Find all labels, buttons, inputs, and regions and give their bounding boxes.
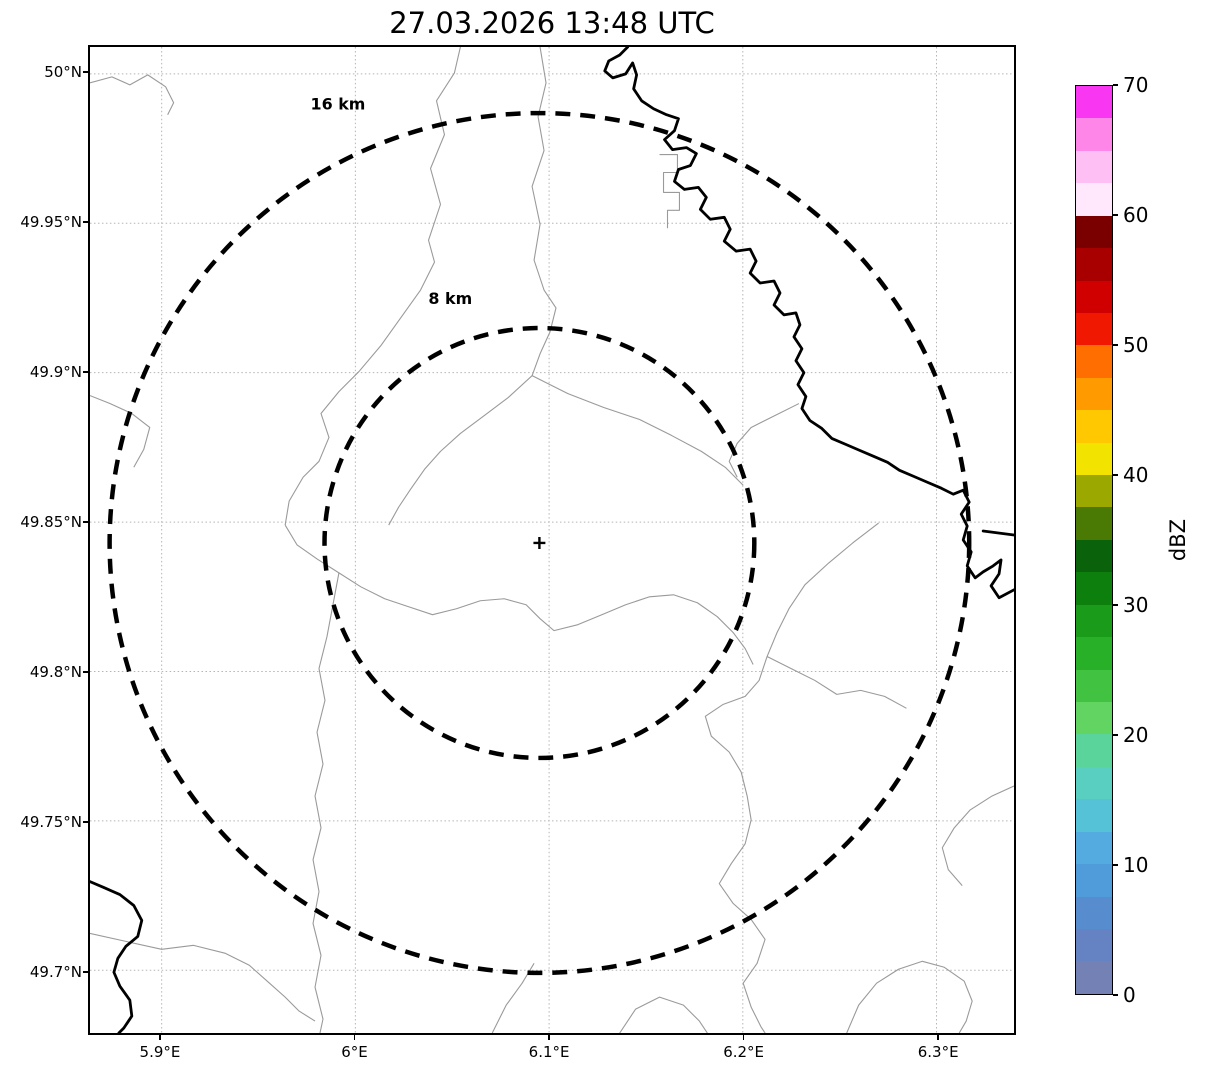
colorbar-segment (1076, 864, 1112, 897)
colorbar-segment (1076, 345, 1112, 378)
river-path (90, 880, 144, 1033)
y-tick-label: 49.95°N (20, 213, 82, 231)
x-tick-mark (353, 1035, 356, 1040)
colorbar-tick-label: 50 (1123, 333, 1149, 357)
colorbar-segment (1076, 248, 1112, 281)
colorbar-axis-label: dBZ (1166, 518, 1190, 562)
radar-center-marker (533, 537, 546, 549)
range-ring-8km (322, 325, 757, 761)
y-tick-label: 49.75°N (20, 813, 82, 831)
colorbar-segment (1076, 475, 1112, 508)
border-path (284, 47, 461, 526)
y-tick-mark (83, 521, 88, 523)
x-tick-label: 5.9°E (139, 1043, 181, 1061)
border-path (766, 656, 907, 709)
colorbar-tick-label: 40 (1123, 463, 1149, 487)
border-path (846, 960, 973, 1033)
ring-label: 16 km (311, 95, 366, 114)
colorbar-tick-mark (1113, 344, 1118, 346)
colorbar-segment (1076, 604, 1112, 638)
y-tick-label: 50°N (44, 63, 82, 81)
y-tick-mark (83, 971, 88, 973)
x-tick-mark (742, 1035, 745, 1040)
colorbar-tick-mark (1113, 474, 1118, 476)
colorbar-tick-mark (1113, 84, 1118, 86)
colorbar-segment (1076, 150, 1112, 184)
ring-label: 8 km (428, 289, 472, 308)
y-tick-mark (83, 821, 88, 823)
colorbar-segment (1076, 928, 1112, 962)
river-path (981, 529, 1014, 537)
colorbar-gradient (1076, 86, 1112, 994)
colorbar-segment (1076, 118, 1112, 151)
colorbar-segment (1076, 572, 1112, 605)
x-tick-label: 6.3°E (917, 1043, 959, 1061)
y-tick-mark (83, 671, 88, 673)
y-tick-label: 49.7°N (29, 963, 82, 981)
x-tick-label: 6.1°E (528, 1043, 570, 1061)
x-tick-mark (937, 1035, 939, 1040)
colorbar (1075, 85, 1113, 995)
colorbar-segment (1076, 669, 1112, 703)
y-tick-mark (83, 371, 88, 373)
y-tick-label: 49.8°N (29, 663, 82, 681)
colorbar-segment (1076, 637, 1112, 670)
colorbar-segment (1076, 896, 1112, 929)
y-tick-mark (83, 71, 88, 73)
radar-map-svg: 8 km 16 km (90, 47, 1014, 1033)
border-path (284, 524, 754, 665)
x-tick-mark (159, 1035, 161, 1040)
colorbar-segment (1076, 280, 1112, 313)
colorbar-tick-label: 70 (1123, 73, 1149, 97)
colorbar-segment (1076, 215, 1112, 249)
colorbar-tick-mark (1113, 994, 1118, 996)
colorbar-segment (1076, 539, 1112, 573)
colorbar-segment (1076, 312, 1112, 346)
colorbar-segment (1076, 734, 1112, 767)
colorbar-tick-mark (1113, 864, 1118, 866)
colorbar-tick-mark (1113, 734, 1118, 736)
y-tick-mark (83, 221, 88, 223)
x-tick-label: 6.2°E (723, 1043, 765, 1061)
colorbar-segment (1076, 961, 1112, 994)
colorbar-tick-label: 10 (1123, 853, 1149, 877)
colorbar-tick-mark (1113, 214, 1118, 216)
colorbar-tick-label: 30 (1123, 593, 1149, 617)
border-path (90, 932, 316, 1022)
colorbar-segment (1076, 183, 1112, 216)
colorbar-segment (1076, 377, 1112, 411)
range-ring-16km (107, 110, 972, 976)
map-plot-area: 8 km 16 km (88, 45, 1016, 1035)
colorbar-tick-mark (1113, 604, 1118, 606)
x-tick-label: 6°E (341, 1043, 368, 1061)
border-path (728, 403, 800, 478)
colorbar-segment (1076, 702, 1112, 735)
y-tick-label: 49.9°N (29, 363, 82, 381)
colorbar-segment (1076, 442, 1112, 476)
border-path (659, 154, 680, 229)
border-path (941, 785, 1014, 886)
colorbar-tick-label: 20 (1123, 723, 1149, 747)
colorbar-segment (1076, 831, 1112, 865)
x-tick-mark (548, 1035, 550, 1040)
colorbar-segment (1076, 86, 1112, 119)
colorbar-segment (1076, 799, 1112, 832)
colorbar-segment (1076, 507, 1112, 540)
border-path (312, 572, 340, 1033)
border-path (388, 47, 557, 526)
river-path (603, 47, 1014, 600)
border-path (90, 395, 151, 468)
colorbar-tick-label: 0 (1123, 983, 1136, 1007)
colorbar-segment (1076, 766, 1112, 800)
border-path (704, 522, 879, 1033)
border-path (531, 375, 744, 486)
y-tick-label: 49.85°N (20, 513, 82, 531)
figure-title: 27.03.2026 13:48 UTC (389, 6, 715, 40)
colorbar-tick-label: 60 (1123, 203, 1149, 227)
colorbar-segment (1076, 410, 1112, 443)
border-path (619, 996, 708, 1033)
border-path (90, 74, 175, 115)
